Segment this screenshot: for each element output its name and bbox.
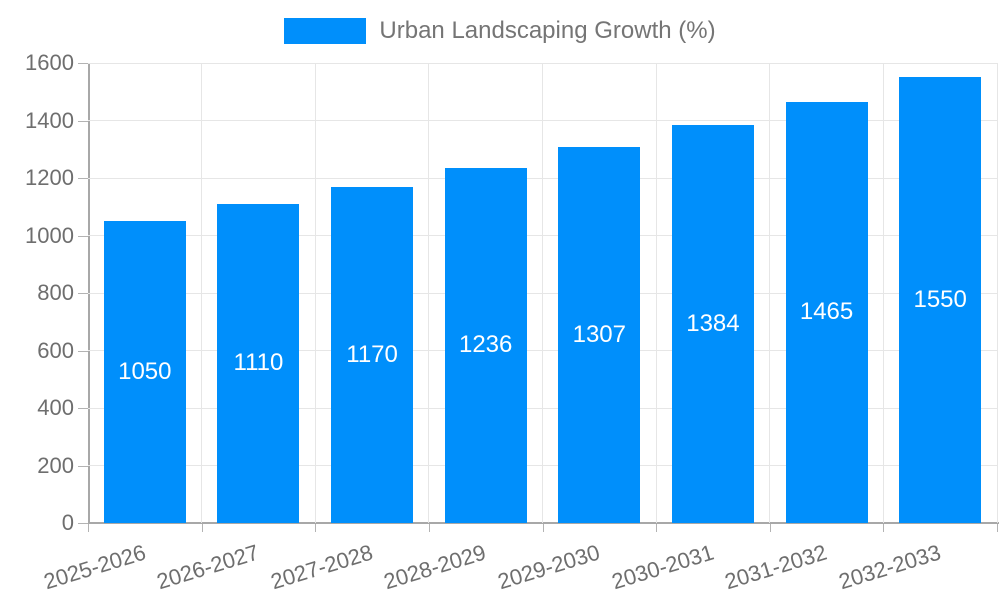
bar-value-label: 1307 [572, 321, 626, 349]
y-axis-tick-mark [78, 63, 88, 64]
x-axis-line [88, 522, 999, 524]
x-axis-tick-label: 2027-2028 [267, 539, 376, 595]
x-axis-tick-mark [997, 524, 998, 532]
x-axis-tick-mark [201, 524, 203, 532]
y-axis-tick-label: 200 [37, 452, 74, 478]
legend-color-swatch [284, 18, 367, 44]
legend-series-label: Urban Landscaping Growth (%) [379, 17, 716, 44]
bar-2032-2033[interactable]: 1550 [899, 77, 982, 523]
gridline-vertical [769, 63, 771, 523]
bar-2029-2030[interactable]: 1307 [558, 147, 641, 523]
y-axis-tick-mark [78, 178, 88, 179]
gridline-vertical [655, 63, 657, 523]
x-axis-tick-mark [883, 524, 885, 532]
y-axis-tick-mark [78, 120, 88, 122]
gridline-vertical [428, 63, 430, 523]
gridline-vertical [996, 63, 998, 523]
y-axis-tick-mark [78, 235, 88, 237]
y-axis-tick-label: 1200 [25, 165, 74, 190]
x-axis-tick-mark [656, 524, 658, 532]
gridline-vertical [882, 63, 884, 523]
y-axis-tick-mark [78, 293, 88, 294]
x-axis-tick-label: 2029-2030 [494, 539, 603, 595]
x-axis-tick-label: 2025-2026 [40, 539, 149, 595]
bar-value-label: 1236 [458, 331, 513, 359]
y-axis-tick-label: 800 [37, 280, 74, 305]
bar-2027-2028[interactable]: 1170 [331, 186, 414, 523]
y-axis-line [88, 63, 90, 524]
y-axis-tick-mark [78, 523, 88, 524]
chart-legend: Urban Landscaping Growth (%) [0, 17, 1000, 45]
bar-value-label: 1550 [913, 286, 967, 314]
bar-value-label: 1110 [233, 349, 284, 377]
y-axis-tick-label: 400 [37, 395, 74, 420]
x-axis-tick-label: 2031-2032 [722, 539, 831, 595]
bar-2030-2031[interactable]: 1384 [671, 125, 754, 523]
bar-value-label: 1050 [118, 358, 172, 386]
x-axis-tick-mark [428, 524, 430, 532]
y-axis-tick-mark [78, 350, 88, 352]
y-axis-tick-label: 600 [37, 337, 74, 363]
bar-2026-2027[interactable]: 1110 [217, 203, 300, 523]
gridline-vertical [542, 63, 543, 523]
gridline-vertical [201, 63, 203, 523]
bar-value-label: 1384 [686, 310, 740, 338]
bar-value-label: 1170 [346, 340, 398, 368]
bar-value-label: 1465 [799, 298, 854, 326]
bar-2025-2026[interactable]: 1050 [103, 221, 186, 523]
x-axis-tick-label: 2030-2031 [608, 539, 717, 595]
y-axis-tick-label: 1000 [25, 222, 74, 248]
y-axis-tick-mark [78, 408, 88, 409]
plot-area: 1050 1110 1170 1236 1307 1384 1465 1550 [88, 62, 998, 523]
x-axis-tick-label: 2026-2027 [154, 539, 262, 595]
y-axis-tick-label: 1600 [25, 50, 74, 75]
bar-2031-2032[interactable]: 1465 [785, 101, 868, 523]
y-axis-tick-mark [78, 465, 88, 467]
x-axis-tick-label: 2028-2029 [381, 539, 490, 595]
x-axis-tick-mark [769, 524, 771, 532]
legend-item[interactable]: Urban Landscaping Growth (%) [284, 17, 716, 45]
x-axis-tick-mark [88, 524, 89, 532]
y-axis-tick-label: 1400 [25, 107, 74, 133]
gridline-vertical [314, 63, 316, 523]
bar-2028-2029[interactable]: 1236 [444, 167, 527, 523]
x-axis-tick-mark [315, 524, 317, 532]
y-axis-tick-label: 0 [61, 510, 74, 535]
x-axis-tick-label: 2032-2033 [835, 539, 944, 595]
x-axis-tick-mark [542, 524, 544, 532]
